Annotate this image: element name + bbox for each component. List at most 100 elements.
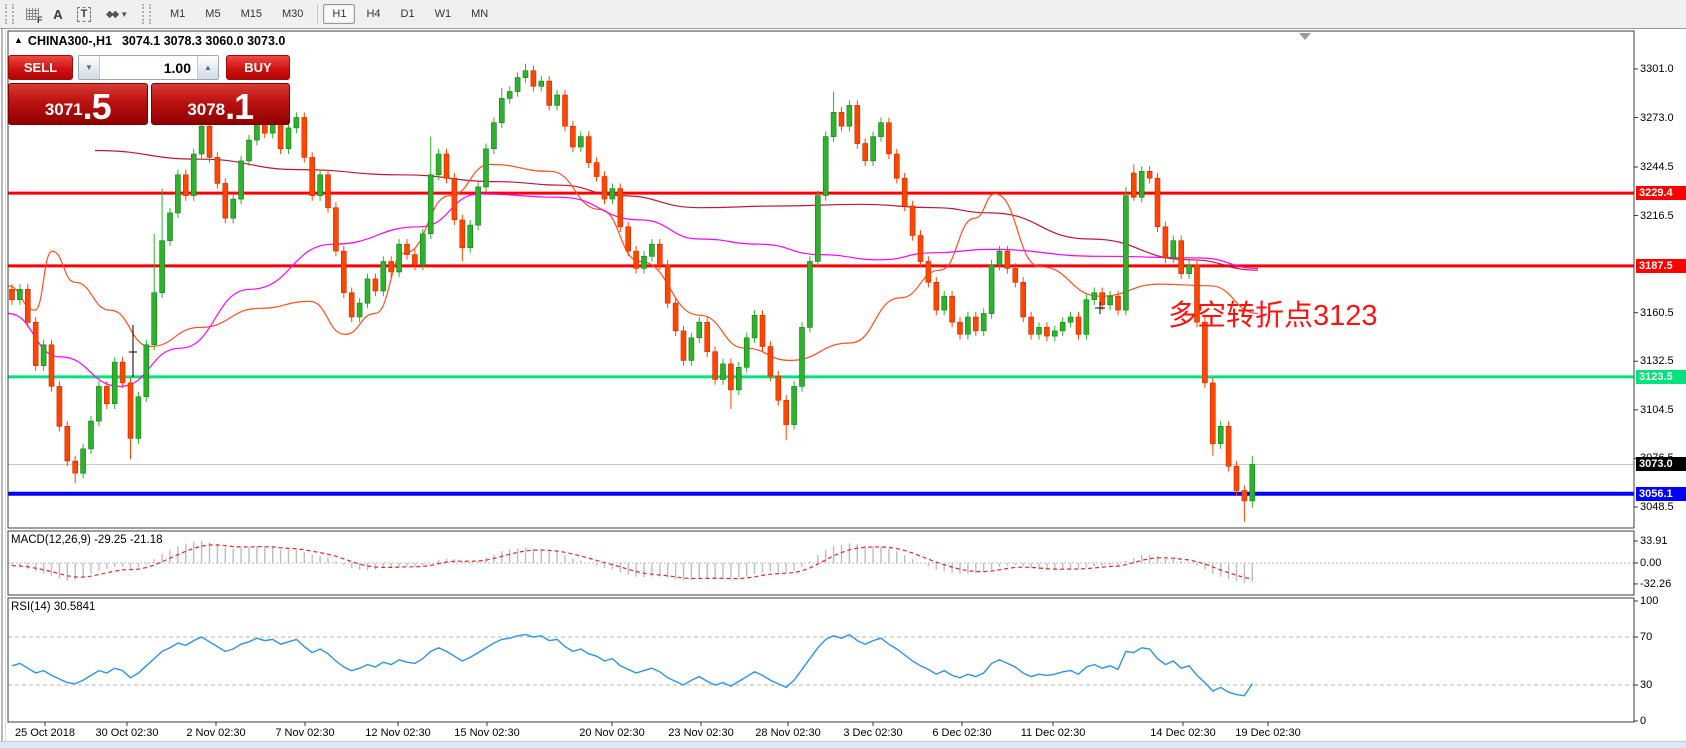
candlestick <box>1170 240 1177 259</box>
sell-price-button[interactable]: 3071.5 <box>8 83 148 125</box>
date-axis-label: 14 Dec 02:30 <box>1150 727 1216 739</box>
buy-price-fraction: .1 <box>225 86 254 127</box>
candlestick <box>1099 292 1105 306</box>
candlestick <box>135 396 142 439</box>
tf-button-w1[interactable]: W1 <box>434 8 452 20</box>
tf-button-h1[interactable]: H1 <box>323 4 356 24</box>
candlestick <box>1012 268 1019 283</box>
toolbar-drag-handle[interactable] <box>142 4 151 24</box>
rsi-indicator-label: RSI(14) 30.5841 <box>11 601 96 613</box>
macd-axis-label: 33.91 <box>1640 534 1668 547</box>
volume-increase-button[interactable]: ▲ <box>197 56 218 79</box>
date-axis-label: 12 Nov 02:30 <box>365 727 431 739</box>
price-flag-3123.5: 3123.5 <box>1636 369 1686 384</box>
collapse-arrow-icon[interactable]: ▲ <box>14 35 23 45</box>
candlestick <box>530 70 537 87</box>
ma-slow-crimson <box>94 149 1259 271</box>
tf-button-m15[interactable]: M15 <box>240 8 262 20</box>
candlestick <box>190 153 197 196</box>
rsi-value: 30.5841 <box>53 601 96 613</box>
candlestick <box>333 207 339 252</box>
tf-button-m30[interactable]: M30 <box>281 8 304 20</box>
candlestick <box>554 94 560 106</box>
shapes-tool-icon[interactable]: ◆◆ ▼ <box>105 8 129 20</box>
candlestick <box>751 314 758 339</box>
sell-price-fraction: .5 <box>82 86 112 127</box>
date-axis-label: 20 Nov 02:30 <box>579 727 645 739</box>
candlestick <box>340 250 347 294</box>
candlestick <box>1115 295 1121 311</box>
buy-price-button[interactable]: 3078.1 <box>150 83 290 127</box>
candlestick <box>633 250 639 269</box>
candlestick <box>246 139 252 162</box>
candlestick <box>925 261 932 283</box>
candlestick <box>443 153 450 179</box>
candlestick <box>459 219 466 248</box>
candlestick <box>838 112 845 127</box>
buy-button[interactable]: BUY <box>226 55 290 80</box>
ohlc-values: 3074.1 3078.3 3060.0 3073.0 <box>121 34 286 48</box>
candlestick <box>427 174 434 235</box>
chart-text-annotation[interactable]: 多空转折点3123 <box>1168 300 1378 332</box>
candlestick <box>822 136 829 196</box>
candlestick <box>514 77 521 92</box>
templates-grid-icon[interactable]: F <box>19 3 45 25</box>
candlestick <box>40 344 47 366</box>
tf-button-m1[interactable]: M1 <box>170 8 186 20</box>
candlestick <box>846 105 853 127</box>
sell-button[interactable]: SELL <box>8 55 73 80</box>
timeframe-group: M1 M5 M15 M30 H1 H4 D1 W1 MN <box>160 4 498 24</box>
price-flag-3229.4: 3229.4 <box>1636 186 1686 201</box>
candlestick <box>1131 172 1137 198</box>
toolbar-drag-handle[interactable] <box>5 4 14 24</box>
tf-button-m5[interactable]: M5 <box>205 8 221 20</box>
rsi-axis-label: 100 <box>1640 595 1659 607</box>
candlestick <box>870 136 876 162</box>
candlestick <box>364 278 371 304</box>
candlestick <box>151 292 157 346</box>
candlestick <box>1044 327 1050 337</box>
candlestick <box>830 112 837 137</box>
candlestick <box>767 346 774 377</box>
candlestick <box>309 157 316 196</box>
chart-shift-triangle-icon[interactable] <box>1299 33 1311 40</box>
tf-button-d1[interactable]: D1 <box>400 8 415 20</box>
candlestick <box>467 224 474 249</box>
candlestick <box>893 153 900 179</box>
candlestick <box>1241 490 1248 502</box>
candlestick <box>1083 299 1090 335</box>
candlestick <box>909 205 916 236</box>
tf-button-h4[interactable]: H4 <box>366 8 381 20</box>
candlestick <box>593 162 600 177</box>
font-tool-icon[interactable]: A <box>53 6 63 22</box>
candlestick <box>1075 316 1082 335</box>
volume-decrease-button[interactable]: ▼ <box>79 56 100 79</box>
candlestick <box>230 198 236 219</box>
candlestick <box>1146 171 1153 179</box>
candlestick <box>222 183 229 219</box>
candlestick <box>1210 382 1216 444</box>
volume-input[interactable] <box>100 56 197 79</box>
candlestick <box>901 177 908 207</box>
text-label-tool-icon[interactable]: T <box>71 3 97 25</box>
candlestick <box>980 313 987 332</box>
date-axis-label: 7 Nov 02:30 <box>275 727 335 739</box>
date-axis-label: 11 Dec 02:30 <box>1020 727 1086 739</box>
candlestick <box>88 420 94 450</box>
candlestick <box>175 174 181 214</box>
candlestick <box>72 460 78 474</box>
candlestick <box>506 91 513 99</box>
status-strip <box>0 741 1686 748</box>
volume-control: ▼ ▲ <box>78 55 219 80</box>
tf-button-mn[interactable]: MN <box>471 8 489 20</box>
candlestick <box>783 399 790 425</box>
candlestick <box>17 288 23 300</box>
candlestick <box>96 386 102 422</box>
candlestick <box>854 105 861 144</box>
candlestick <box>1249 464 1256 502</box>
candlestick <box>538 80 545 87</box>
candlestick <box>1233 465 1240 491</box>
symbol-period: CHINA300-,H1 <box>27 34 112 48</box>
one-click-trading-panel: SELL ▼ ▲ BUY 3071.5 3078.1 <box>8 55 290 125</box>
